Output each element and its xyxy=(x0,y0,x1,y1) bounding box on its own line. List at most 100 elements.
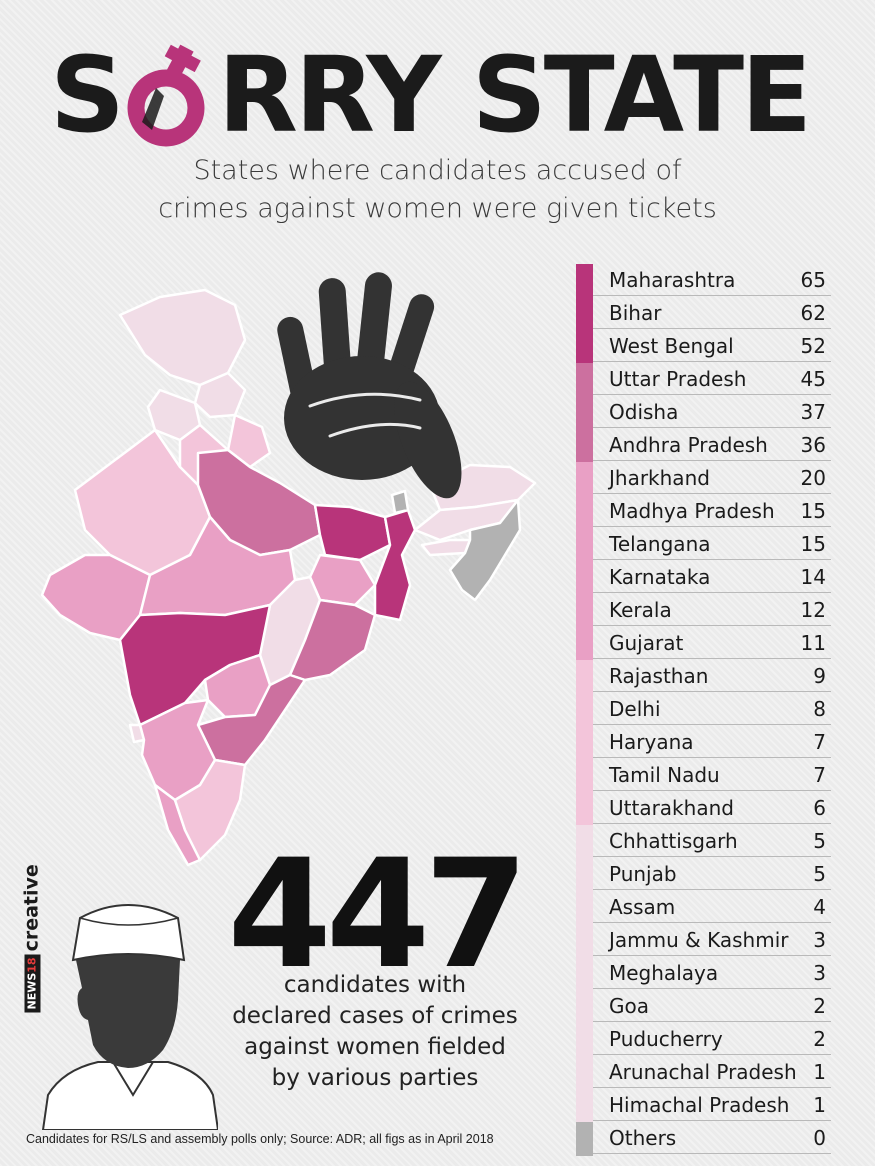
list-item: Assam 4 xyxy=(576,891,831,925)
tier-swatch xyxy=(576,825,593,859)
map-state-meghalaya xyxy=(420,538,472,557)
tier-swatch xyxy=(576,594,593,628)
state-value: 15 xyxy=(800,499,826,523)
total-caption-line-4: by various parties xyxy=(271,1065,479,1091)
list-item: Rajasthan 9 xyxy=(576,660,831,694)
state-name: Kerala xyxy=(609,598,672,622)
state-value: 11 xyxy=(800,631,826,655)
tier-swatch xyxy=(576,528,593,562)
tier-swatch xyxy=(576,891,593,925)
tier-swatch xyxy=(576,1023,593,1057)
list-item: West Bengal 52 xyxy=(576,330,831,364)
total-caption-line-2: declared cases of crimes xyxy=(232,1003,518,1029)
state-value: 15 xyxy=(800,532,826,556)
list-item: Haryana 7 xyxy=(576,726,831,760)
list-item: Jharkhand 20 xyxy=(576,462,831,496)
map-state-others-sikkim xyxy=(390,489,410,515)
state-value: 12 xyxy=(800,598,826,622)
map-state-bihar xyxy=(313,503,392,562)
list-item: Puducherry 2 xyxy=(576,1023,831,1057)
tier-swatch xyxy=(576,495,593,529)
state-name: West Bengal xyxy=(609,334,734,358)
state-name: Andhra Pradesh xyxy=(609,433,768,457)
list-item: Uttarakhand 6 xyxy=(576,792,831,826)
politician-silhouette-icon xyxy=(18,880,220,1134)
state-name: Jammu & Kashmir xyxy=(609,928,789,952)
subtitle: States where candidates accused of crime… xyxy=(60,152,815,228)
map-state-tamil-nadu xyxy=(173,758,247,862)
state-name: Puducherry xyxy=(609,1027,723,1051)
tier-swatch xyxy=(576,858,593,892)
total-caption: candidates with declared cases of crimes… xyxy=(205,970,545,1094)
subtitle-line-2: crimes against women were given tickets xyxy=(158,193,717,224)
list-item: Telangana 15 xyxy=(576,528,831,562)
tier-swatch xyxy=(576,1056,593,1090)
map-state-uttarakhand xyxy=(226,413,272,469)
state-value: 5 xyxy=(813,862,826,886)
female-symbol-icon xyxy=(122,40,218,150)
state-name: Telangana xyxy=(609,532,711,556)
state-name: Odisha xyxy=(609,400,679,424)
state-value: 2 xyxy=(813,994,826,1018)
tier-swatch xyxy=(576,462,593,496)
tier-swatch xyxy=(576,264,593,298)
list-item: Madhya Pradesh 15 xyxy=(576,495,831,529)
list-item: Odisha 37 xyxy=(576,396,831,430)
title-suffix: RRY STATE xyxy=(217,34,812,156)
state-value: 65 xyxy=(800,268,826,292)
total-count: 447 xyxy=(227,828,528,1002)
state-name: Delhi xyxy=(609,697,661,721)
tier-swatch xyxy=(576,693,593,727)
state-name: Himachal Pradesh xyxy=(609,1093,790,1117)
state-name: Arunachal Pradesh xyxy=(609,1060,797,1084)
state-name: Tamil Nadu xyxy=(609,763,720,787)
state-value: 2 xyxy=(813,1027,826,1051)
list-item: Gujarat 11 xyxy=(576,627,831,661)
state-value: 36 xyxy=(800,433,826,457)
state-name: Punjab xyxy=(609,862,677,886)
state-value: 8 xyxy=(813,697,826,721)
india-map xyxy=(30,255,560,875)
state-value: 14 xyxy=(800,565,826,589)
state-name: Madhya Pradesh xyxy=(609,499,775,523)
state-value: 4 xyxy=(813,895,826,919)
state-value: 7 xyxy=(813,763,826,787)
tier-swatch xyxy=(576,363,593,397)
list-item: Tamil Nadu 7 xyxy=(576,759,831,793)
tier-swatch xyxy=(576,792,593,826)
state-value: 1 xyxy=(813,1093,826,1117)
map-state-jammu-kashmir xyxy=(118,288,247,387)
tier-swatch xyxy=(576,957,593,991)
tier-swatch xyxy=(576,660,593,694)
tier-swatch xyxy=(576,429,593,463)
footer-note: Candidates for RS/LS and assembly polls … xyxy=(26,1132,494,1146)
map-state-uttar-pradesh xyxy=(196,448,322,557)
state-name: Goa xyxy=(609,994,649,1018)
total-caption-line-1: candidates with xyxy=(283,972,467,998)
state-value: 9 xyxy=(813,664,826,688)
tier-swatch xyxy=(576,759,593,793)
tier-swatch xyxy=(576,330,593,364)
state-name: Assam xyxy=(609,895,676,919)
state-value: 45 xyxy=(800,367,826,391)
state-name: Bihar xyxy=(609,301,662,325)
state-name: Meghalaya xyxy=(609,961,719,985)
raised-hand-icon xyxy=(270,268,480,512)
tier-swatch xyxy=(576,1089,593,1123)
state-value: 0 xyxy=(813,1126,826,1150)
state-name: Others xyxy=(609,1126,677,1150)
list-item: Andhra Pradesh 36 xyxy=(576,429,831,463)
tier-swatch xyxy=(576,396,593,430)
map-state-west-bengal xyxy=(373,508,417,622)
state-value: 37 xyxy=(800,400,826,424)
list-item: Punjab 5 xyxy=(576,858,831,892)
tier-swatch xyxy=(576,561,593,595)
state-value: 3 xyxy=(813,961,826,985)
state-value: 62 xyxy=(800,301,826,325)
state-name: Karnataka xyxy=(609,565,711,589)
list-item: Chhattisgarh 5 xyxy=(576,825,831,859)
list-item: Arunachal Pradesh 1 xyxy=(576,1056,831,1090)
state-name: Maharashtra xyxy=(609,268,736,292)
state-value: 52 xyxy=(800,334,826,358)
state-value: 3 xyxy=(813,928,826,952)
